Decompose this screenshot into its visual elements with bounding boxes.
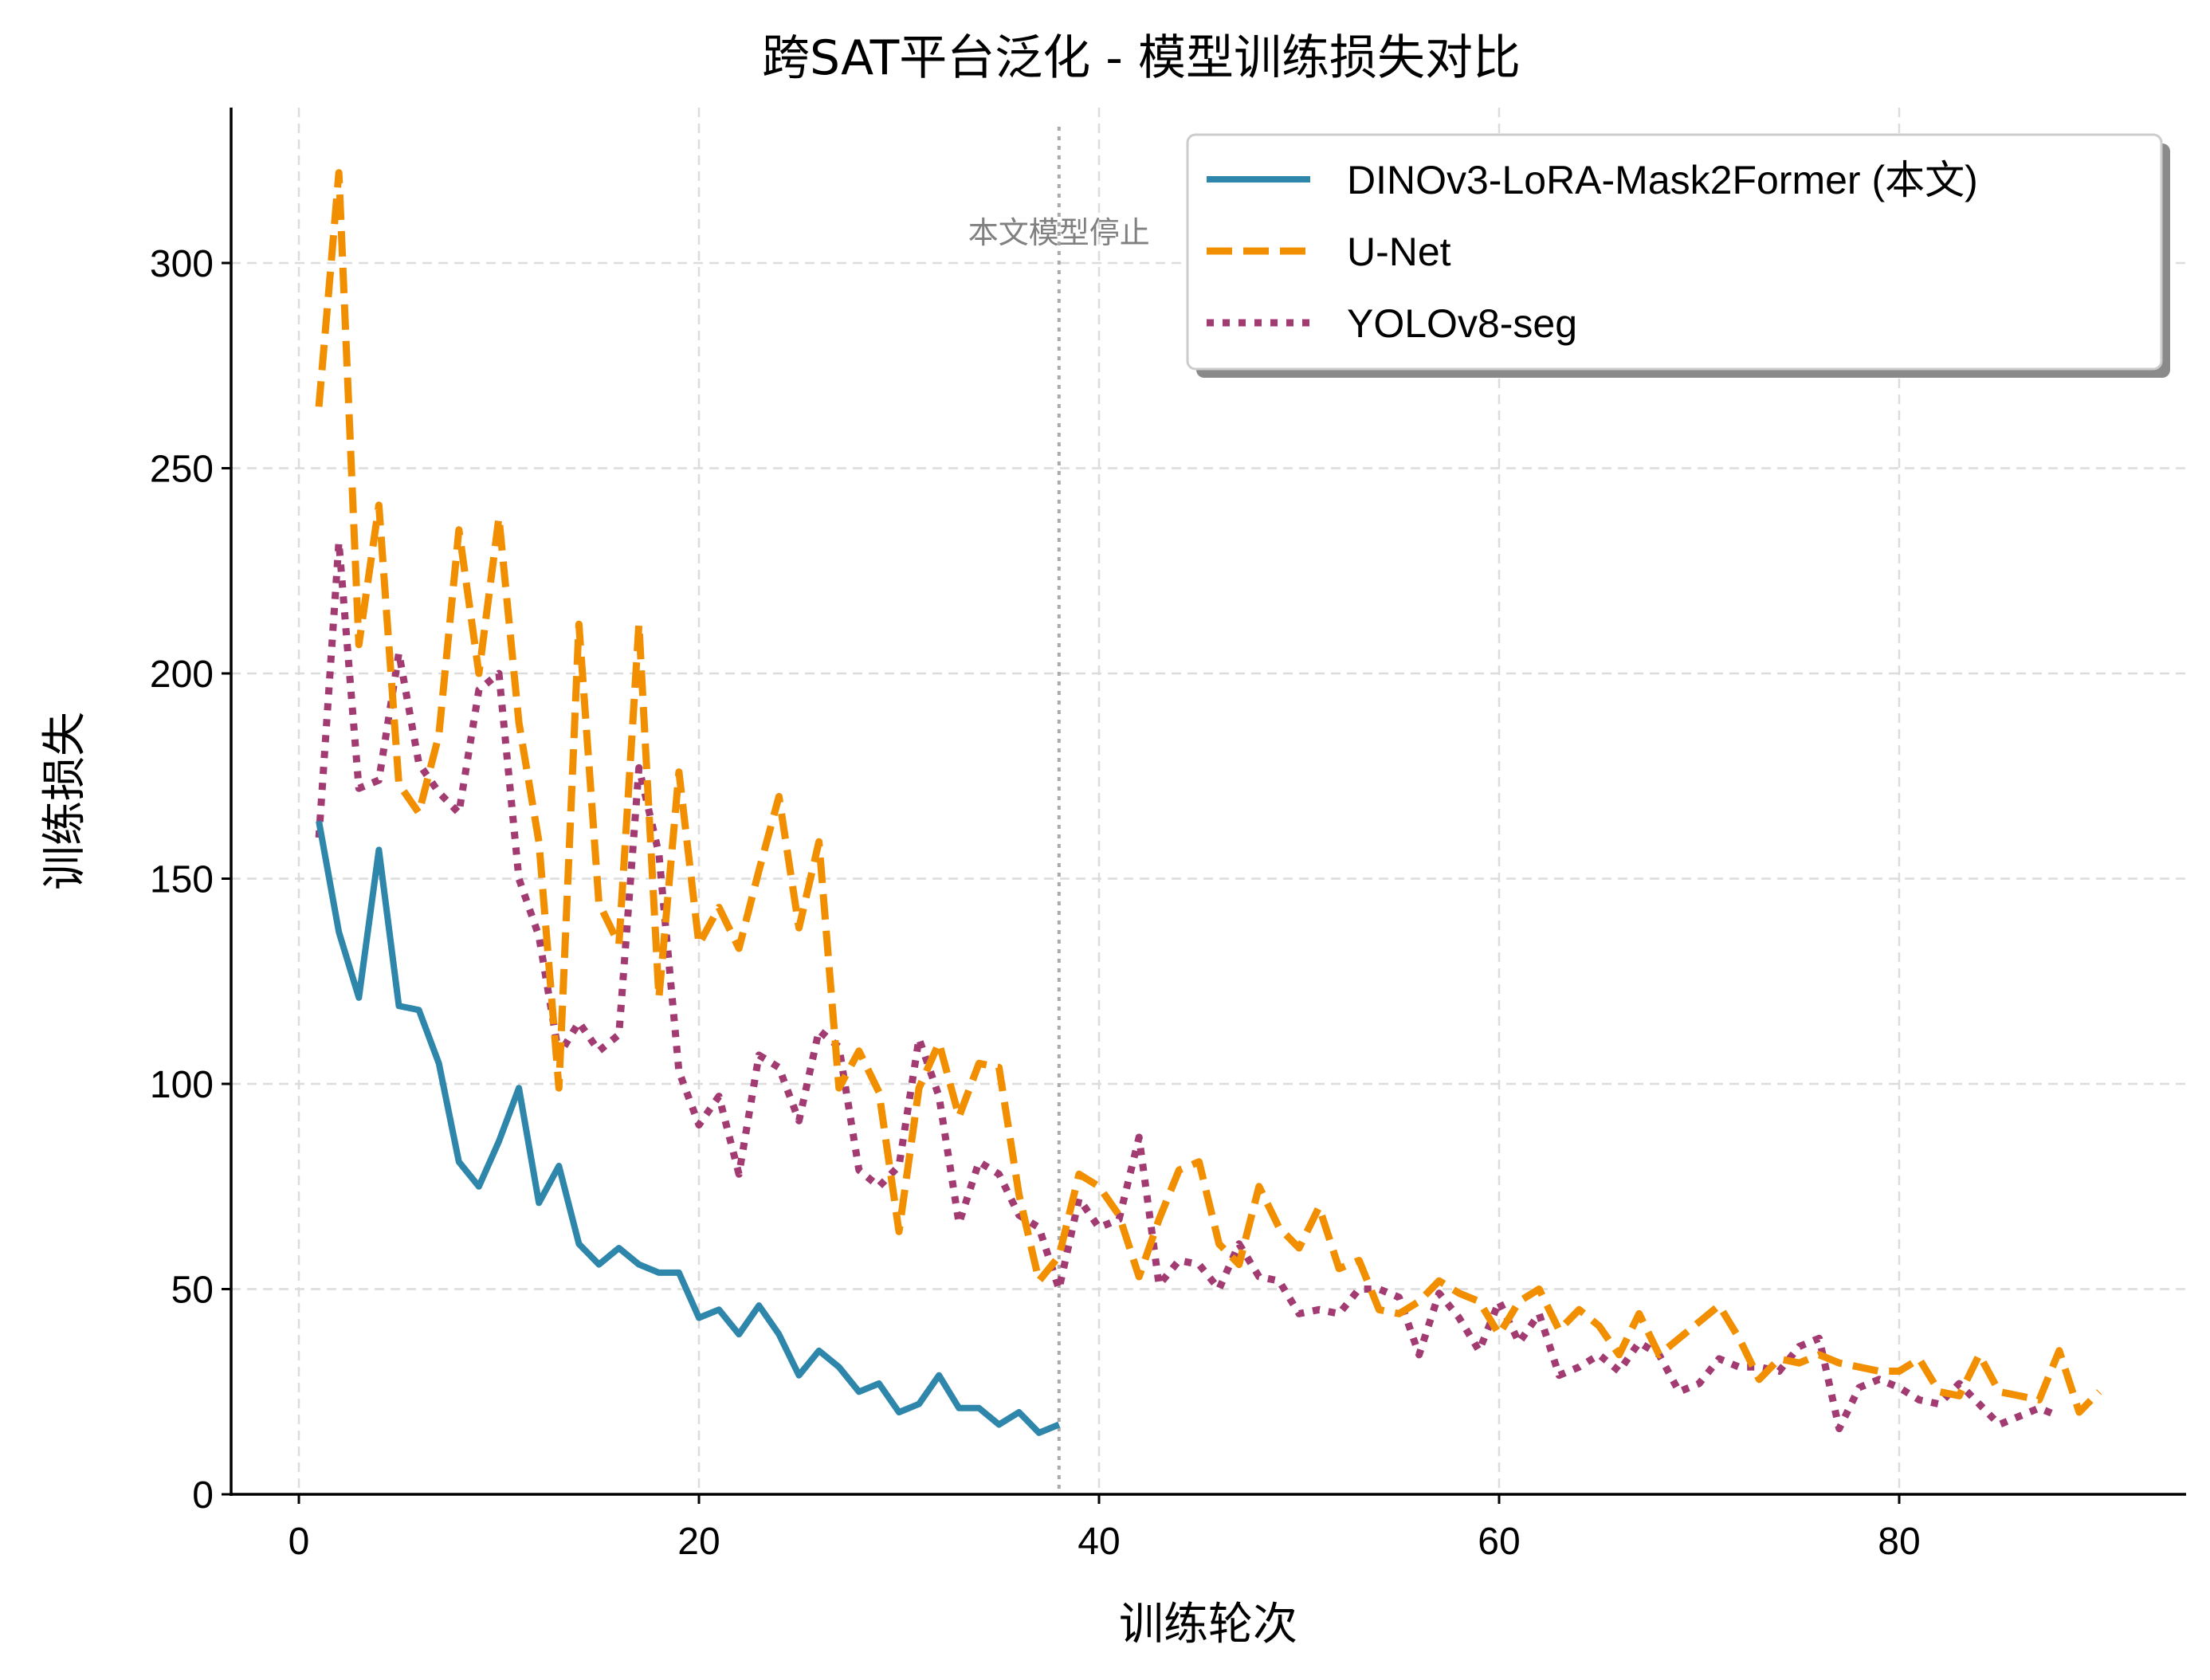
y-tick-label-200: 200 — [150, 654, 214, 696]
series-layer — [315, 169, 2102, 1436]
y-tick-label-250: 250 — [150, 449, 214, 491]
series-line-solid — [316, 820, 1061, 1436]
axes — [230, 108, 2186, 1496]
y-tick-label-0: 0 — [192, 1474, 214, 1517]
y-tick-label-150: 150 — [150, 859, 214, 901]
x-axis-label: 训练轮次 — [1119, 1599, 1297, 1651]
legend: DINOv3-LoRA-Mask2Former (本文) U-Net YOLOv… — [1186, 133, 2170, 378]
series-line-dashed — [315, 169, 2102, 1416]
y-tick-label-100: 100 — [150, 1064, 214, 1106]
ticks: 0 20 40 60 80 0 50 100 150 200 250 300 — [150, 243, 1921, 1563]
legend-box — [1186, 133, 2163, 371]
x-tick-label-20: 20 — [677, 1521, 720, 1563]
chart-title: 跨SAT平台泛化 - 模型训练损失对比 — [762, 30, 1521, 86]
legend-label-yolov8: YOLOv8-seg — [1347, 301, 1577, 346]
x-tick-label-80: 80 — [1878, 1521, 1920, 1563]
y-axis-label: 训练损失 — [39, 712, 91, 890]
y-tick-label-300: 300 — [150, 243, 214, 285]
y-tick-label-50: 50 — [171, 1270, 214, 1312]
legend-label-unet: U-Net — [1347, 230, 1451, 274]
x-tick-label-0: 0 — [289, 1521, 310, 1563]
x-tick-label-60: 60 — [1478, 1521, 1520, 1563]
x-tick-label-40: 40 — [1078, 1521, 1120, 1563]
stop-marker-label: 本文模型停止 — [968, 215, 1150, 250]
legend-label-dinov3: DINOv3-LoRA-Mask2Former (本文) — [1347, 158, 1978, 202]
